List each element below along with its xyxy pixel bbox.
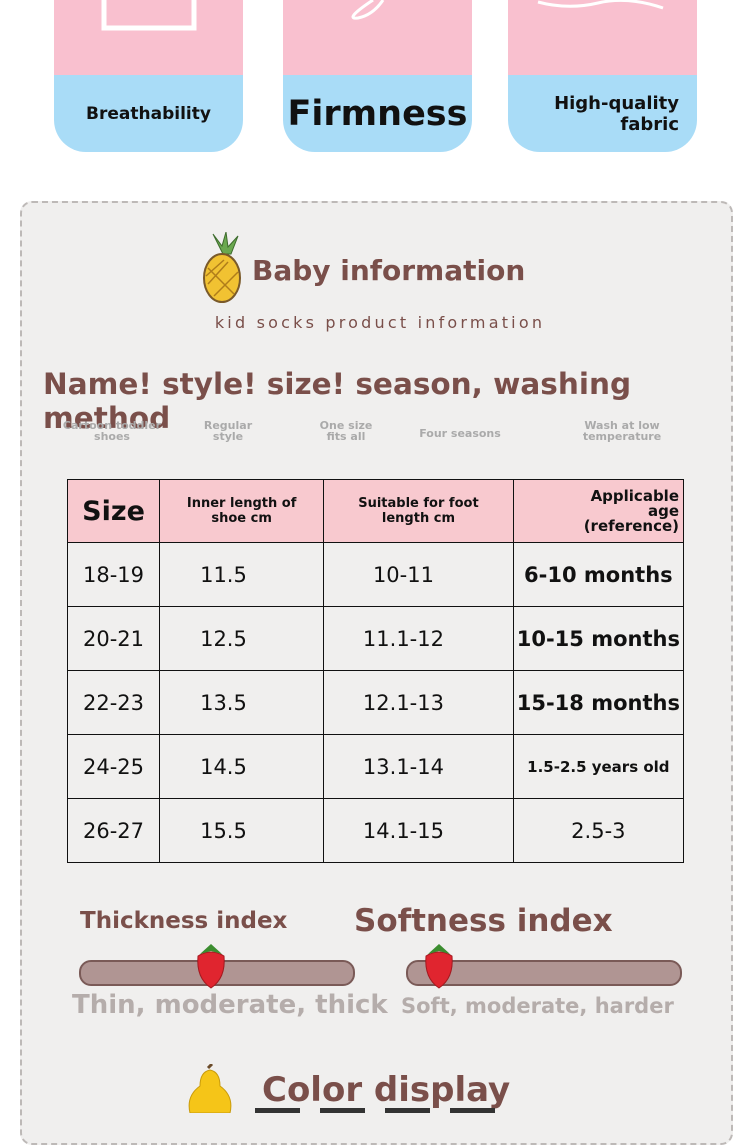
index-title: Thickness index bbox=[80, 908, 288, 934]
attribute: Four seasons bbox=[419, 427, 501, 440]
header-cell: Inner length of shoe cm bbox=[159, 479, 325, 543]
feature-card: Firmness bbox=[283, 0, 472, 152]
swatch-tops bbox=[255, 1108, 495, 1113]
table-cell: 20-21 bbox=[66, 606, 161, 671]
page: Breathability Firmness High-quality fabr… bbox=[20, 0, 733, 1145]
card-top bbox=[283, 0, 472, 75]
card-top bbox=[508, 0, 697, 75]
table-cell: 11.5 bbox=[159, 542, 325, 607]
table-cell: 15.5 bbox=[159, 798, 325, 863]
index-title: Softness index bbox=[354, 903, 613, 939]
feature-label: High-quality fabric bbox=[554, 92, 679, 135]
icon bbox=[351, 0, 385, 20]
header-cell: Size bbox=[66, 479, 161, 543]
table-cell: 13.5 bbox=[159, 670, 325, 735]
table-row: 24-25 14.5 13.1-14 1.5-2.5 years old bbox=[66, 734, 685, 799]
table-cell: 13.1-14 bbox=[323, 734, 514, 799]
icon bbox=[101, 0, 197, 31]
card-top bbox=[54, 0, 243, 75]
feature-label: Breathability bbox=[86, 103, 211, 124]
table-cell: 6-10 months bbox=[512, 542, 685, 607]
feature-card: High-quality fabric bbox=[508, 0, 697, 152]
strawberry-marker bbox=[197, 944, 225, 989]
table-cell: 2.5-3 bbox=[512, 798, 685, 863]
table-cell: 15-18 months bbox=[512, 670, 685, 735]
table-cell: 10-11 bbox=[323, 542, 514, 607]
table-cell: 18-19 bbox=[66, 542, 161, 607]
attribute: Regular style bbox=[203, 419, 253, 443]
table-cell: 12.1-13 bbox=[323, 670, 514, 735]
feature-label: Firmness bbox=[287, 93, 468, 134]
table-row: 22-23 13.5 12.1-13 15-18 months bbox=[66, 670, 685, 735]
table-cell: 11.1-12 bbox=[323, 606, 514, 671]
feature-card: Breathability bbox=[54, 0, 243, 152]
table-cell: 26-27 bbox=[66, 798, 161, 863]
pear-icon bbox=[188, 1064, 232, 1113]
header-cell: Suitable for foot length cm bbox=[323, 479, 514, 543]
attribute: Cartoon toddler shoes bbox=[62, 419, 162, 443]
header-cell: Applicable age (reference) bbox=[512, 479, 685, 543]
table-cell: 12.5 bbox=[159, 606, 325, 671]
table-row: 20-21 12.5 11.1-12 10-15 months bbox=[66, 606, 685, 671]
table-cell: 14.1-15 bbox=[323, 798, 514, 863]
attribute: Wash at low temperature bbox=[582, 419, 662, 443]
section-subtitle: kid socks product information bbox=[214, 313, 546, 332]
header-row: Size Inner length of shoe cm Suitable fo… bbox=[66, 479, 685, 543]
pineapple-icon bbox=[203, 232, 241, 303]
table-cell: 1.5-2.5 years old bbox=[512, 734, 685, 799]
table-row: 18-19 11.5 10-11 6-10 months bbox=[66, 542, 685, 607]
table-cell: 24-25 bbox=[66, 734, 161, 799]
table-body: 18-19 11.5 10-11 6-10 months 20-21 12.5 11.1-1… bbox=[66, 542, 685, 863]
index-scale: Thin, moderate, thick bbox=[72, 990, 388, 1020]
color-display-title: Color display bbox=[262, 1070, 511, 1110]
table-cell: 10-15 months bbox=[512, 606, 685, 671]
index-scale: Soft, moderate, harder bbox=[401, 994, 674, 1018]
section-title: Baby information bbox=[252, 254, 526, 287]
size-table: Size Inner length of shoe cm Suitable fo… bbox=[66, 479, 685, 863]
icon bbox=[537, 0, 664, 10]
table-cell: 22-23 bbox=[66, 670, 161, 735]
table-row: 26-27 15.5 14.1-15 2.5-3 bbox=[66, 798, 685, 863]
attribute: One size fits all bbox=[319, 419, 373, 443]
strawberry-marker bbox=[425, 944, 453, 989]
table-cell: 14.5 bbox=[159, 734, 325, 799]
heading: Name! style! size! season, washing metho… bbox=[43, 367, 632, 435]
